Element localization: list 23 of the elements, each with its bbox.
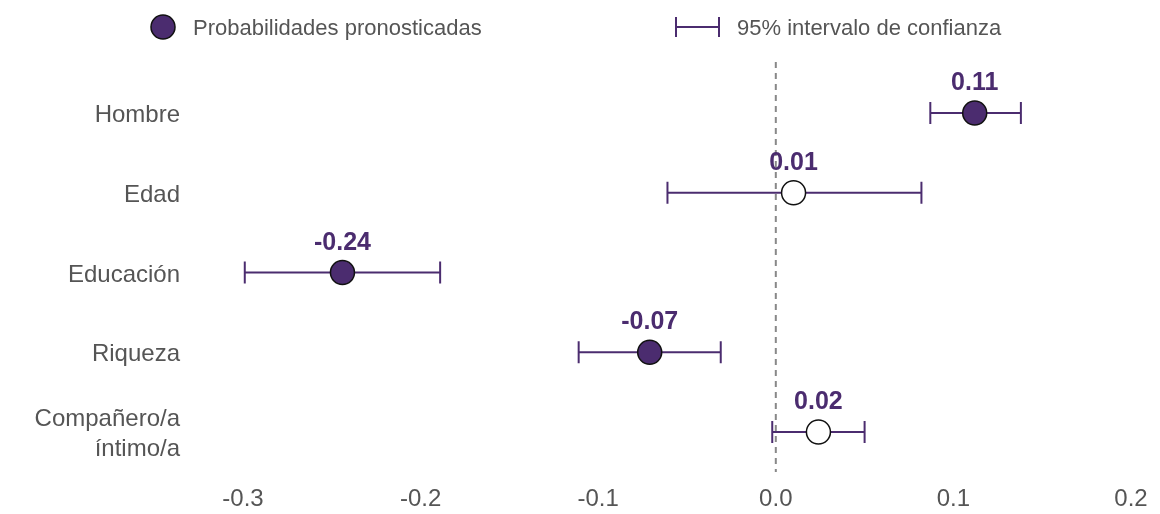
- y-tick-label: Educación: [67, 259, 180, 287]
- data-label: 0.01: [769, 146, 818, 175]
- text: 95% intervalo de confianza: [737, 15, 1002, 40]
- point: [636, 339, 663, 365]
- data-label: -0.24: [313, 226, 372, 255]
- x-tick-label: -0.2: [399, 484, 442, 511]
- y-tick-label: Hombre: [94, 100, 180, 127]
- data-label: -0.07: [621, 306, 679, 335]
- y-tick-label: Edad: [123, 179, 180, 207]
- point: [961, 100, 988, 126]
- point: [805, 419, 832, 445]
- data-label: 0.02: [794, 386, 843, 414]
- point: [329, 259, 356, 286]
- y-tick-label: Compañero/a íntimo/a: [34, 404, 181, 461]
- x-tick-label: -0.3: [222, 484, 264, 511]
- data-label: 0.11: [951, 67, 999, 95]
- x-tick-label: -0.1: [577, 484, 619, 511]
- y-tick-label: Riqueza: [91, 339, 181, 367]
- point: [780, 180, 807, 206]
- legend-label: Probabilidades pronosticadas: [193, 15, 482, 40]
- x-tick-label: 0.2: [1114, 484, 1148, 511]
- x-tick-label: 0.1: [936, 484, 971, 511]
- x-tick-label: 0.0: [759, 484, 793, 511]
